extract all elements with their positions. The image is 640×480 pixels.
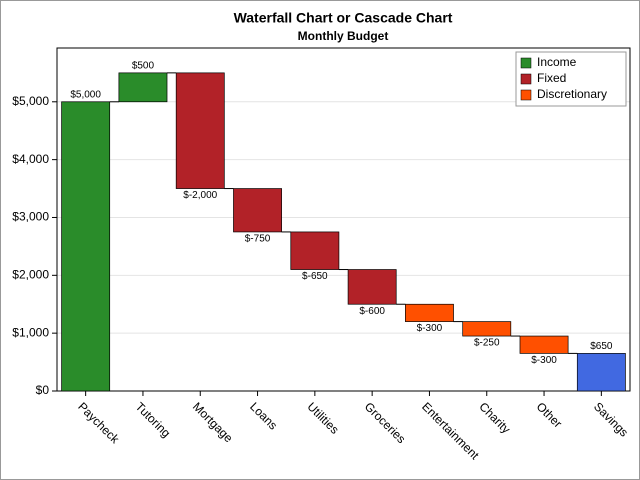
value-label: $-750: [245, 234, 271, 245]
bar: [233, 188, 282, 233]
value-label: $500: [132, 61, 155, 72]
bar: [576, 353, 626, 392]
chart-subtitle: Monthly Budget: [298, 29, 389, 43]
legend-swatch: [520, 73, 532, 85]
value-label: $-300: [417, 323, 443, 334]
bar: [405, 303, 454, 322]
chart-title: Waterfall Chart or Cascade Chart: [234, 10, 453, 26]
value-label: $-250: [474, 338, 500, 349]
legend-swatch: [520, 89, 532, 101]
value-label: $-2,000: [183, 190, 217, 201]
bar: [118, 72, 168, 103]
value-label: $-650: [302, 271, 328, 282]
legend-label: Fixed: [537, 71, 566, 85]
bar: [61, 101, 111, 392]
value-label: $650: [590, 341, 613, 352]
plot-frame: [56, 47, 631, 392]
y-tick-label: $2,000: [12, 267, 49, 281]
value-label: $-600: [359, 306, 385, 317]
legend-swatch: [520, 57, 532, 69]
legend-label: Discretionary: [537, 87, 607, 101]
y-tick-label: $3,000: [12, 210, 49, 224]
legend-label: Income: [537, 55, 577, 69]
y-tick-label: $1,000: [12, 325, 49, 339]
bar: [347, 269, 397, 305]
bar: [462, 321, 512, 337]
value-label: $-300: [531, 355, 557, 366]
bar: [290, 231, 340, 270]
y-tick-label: $5,000: [12, 94, 49, 108]
y-tick-label: $4,000: [12, 152, 49, 166]
y-tick-label: $0: [36, 383, 50, 397]
bar: [175, 72, 225, 189]
bar: [519, 335, 569, 354]
value-label: $5,000: [70, 89, 101, 100]
legend-box: [515, 51, 627, 107]
